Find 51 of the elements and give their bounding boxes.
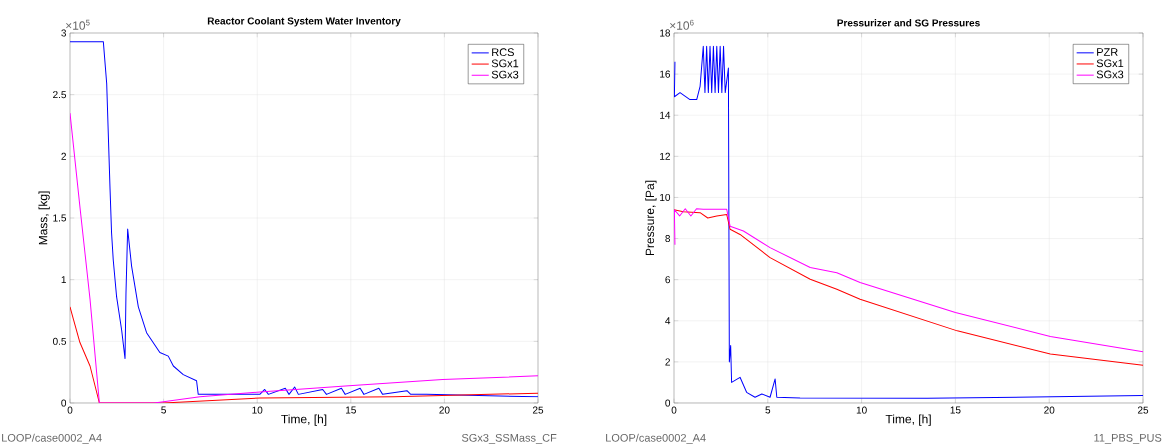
y-tick-label: 2.5	[53, 91, 67, 99]
text: ×10$^{6}$	[670, 19, 694, 30]
line-series	[70, 306, 538, 403]
y-tick-label: 1	[61, 276, 66, 284]
y-tick-label: 10	[660, 193, 671, 201]
legend-label: PZR	[1097, 48, 1118, 56]
x-tick-label: 20	[1044, 406, 1055, 414]
y-tick-label: 18	[660, 29, 671, 37]
y-tick-label: 1.5	[53, 214, 67, 222]
legend-label: RCS	[492, 48, 514, 57]
x-axis-title: Time, [h]	[885, 414, 931, 426]
legend-label: SGx1	[491, 59, 519, 68]
text: 11_PBS_PUS	[1094, 433, 1162, 444]
y-tick-label: 4	[665, 317, 671, 325]
x-tick-label: 10	[252, 406, 263, 414]
x-tick-label: 0	[671, 406, 677, 414]
x-axis-title: Time, [h]	[281, 414, 327, 426]
y-tick-label: 3	[61, 29, 67, 37]
chart-title: Pressurizer and SG Pressures	[837, 19, 980, 27]
text: SGx3_SSMass_CF	[461, 433, 557, 444]
y-tick-label: 0	[665, 399, 671, 407]
text: LOOP/case0002_A4	[2, 433, 102, 444]
line-series	[70, 41, 538, 398]
y-tick-label: 0.5	[52, 337, 67, 345]
text: ×10$^{5}$	[66, 19, 90, 30]
line-series	[674, 45, 1144, 399]
y-axis-title: Pressure, [Pa]	[645, 180, 657, 256]
y-tick-label: 2	[665, 358, 670, 366]
legend-label: SGx1	[1096, 59, 1124, 68]
text: LOOP/case0002_A4	[606, 433, 706, 444]
x-tick-label: 0	[67, 406, 73, 414]
x-tick-label: 25	[532, 406, 544, 414]
legend-label: SGx3	[1096, 70, 1124, 79]
legend-label: SGx3	[491, 70, 519, 79]
x-tick-label: 15	[950, 406, 961, 414]
x-tick-label: 20	[439, 406, 450, 414]
chart-title: Reactor Coolant System Water Inventory	[207, 17, 401, 27]
y-tick-label: 6	[665, 276, 671, 284]
y-tick-label: 12	[660, 152, 670, 160]
y-tick-label: 2	[61, 152, 66, 160]
y-tick-label: 0	[61, 399, 67, 407]
x-tick-label: 5	[765, 406, 771, 414]
y-tick-label: 8	[665, 235, 671, 243]
x-tick-label: 5	[161, 406, 166, 414]
y-axis-title: Mass, [kg]	[38, 191, 50, 245]
line-series	[70, 112, 538, 403]
y-tick-label: 16	[660, 70, 671, 78]
y-tick-label: 14	[660, 111, 671, 119]
x-tick-label: 15	[346, 406, 356, 414]
x-tick-label: 10	[856, 406, 867, 414]
x-tick-label: 25	[1137, 406, 1149, 414]
